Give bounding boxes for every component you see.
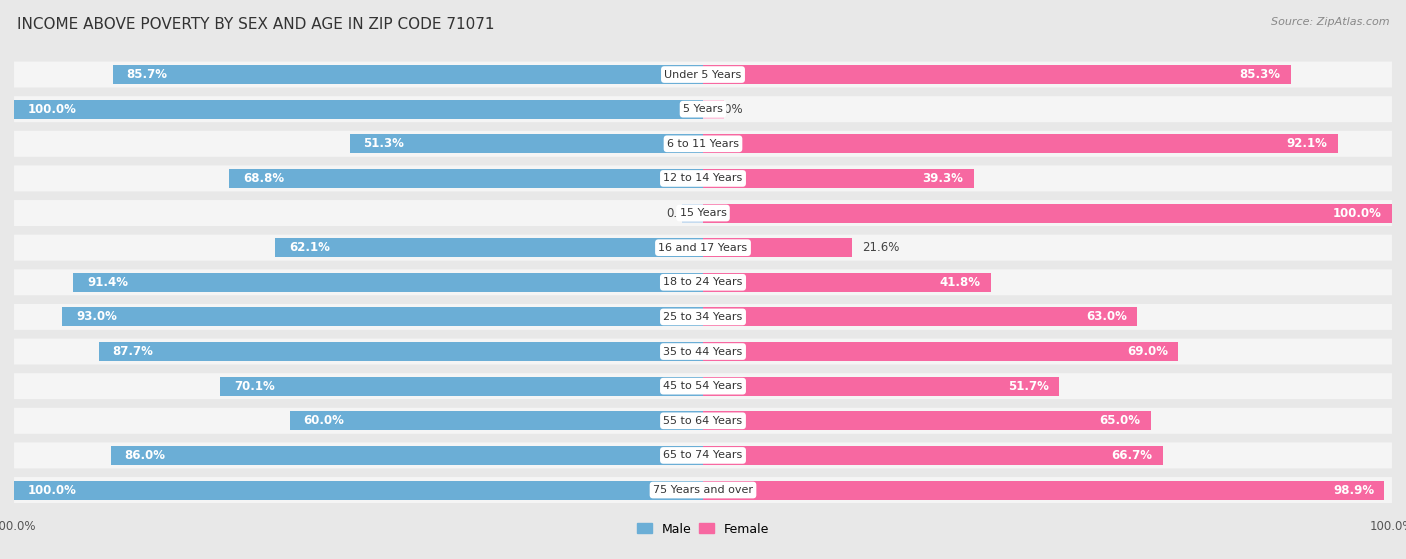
Bar — [703, 481, 1385, 500]
Text: INCOME ABOVE POVERTY BY SEX AND AGE IN ZIP CODE 71071: INCOME ABOVE POVERTY BY SEX AND AGE IN Z… — [17, 17, 495, 32]
Bar — [682, 203, 703, 222]
FancyBboxPatch shape — [14, 96, 1392, 122]
Text: 85.3%: 85.3% — [1239, 68, 1281, 81]
Bar — [703, 169, 974, 188]
Bar — [703, 377, 1059, 396]
Bar — [112, 65, 703, 84]
Text: 5 Years: 5 Years — [683, 104, 723, 114]
Text: 15 Years: 15 Years — [679, 208, 727, 218]
Bar — [98, 342, 703, 361]
FancyBboxPatch shape — [14, 165, 1392, 191]
Text: 60.0%: 60.0% — [304, 414, 344, 427]
Text: 0.0%: 0.0% — [713, 103, 742, 116]
FancyBboxPatch shape — [14, 131, 1392, 157]
Text: 75 Years and over: 75 Years and over — [652, 485, 754, 495]
Bar — [703, 342, 1178, 361]
Bar — [229, 169, 703, 188]
Text: 68.8%: 68.8% — [243, 172, 284, 185]
Text: 70.1%: 70.1% — [233, 380, 274, 392]
Text: 25 to 34 Years: 25 to 34 Years — [664, 312, 742, 322]
Text: 0.0%: 0.0% — [666, 206, 696, 220]
Text: 100.0%: 100.0% — [28, 484, 77, 496]
Text: 85.7%: 85.7% — [127, 68, 167, 81]
Text: 18 to 24 Years: 18 to 24 Years — [664, 277, 742, 287]
Bar — [703, 65, 1291, 84]
Bar — [703, 273, 991, 292]
Text: 45 to 54 Years: 45 to 54 Years — [664, 381, 742, 391]
Text: 65.0%: 65.0% — [1099, 414, 1140, 427]
Bar — [703, 134, 1337, 153]
Text: 93.0%: 93.0% — [76, 310, 117, 324]
Bar — [703, 238, 852, 257]
Text: 55 to 64 Years: 55 to 64 Years — [664, 416, 742, 426]
Text: 12 to 14 Years: 12 to 14 Years — [664, 173, 742, 183]
FancyBboxPatch shape — [14, 408, 1392, 434]
Text: 62.1%: 62.1% — [290, 241, 330, 254]
Text: 100.0%: 100.0% — [28, 103, 77, 116]
Text: 51.3%: 51.3% — [363, 138, 405, 150]
Text: 87.7%: 87.7% — [112, 345, 153, 358]
Text: 35 to 44 Years: 35 to 44 Years — [664, 347, 742, 357]
Bar — [276, 238, 703, 257]
Bar — [290, 411, 703, 430]
Text: 39.3%: 39.3% — [922, 172, 963, 185]
FancyBboxPatch shape — [14, 373, 1392, 399]
Text: 69.0%: 69.0% — [1128, 345, 1168, 358]
Text: 21.6%: 21.6% — [862, 241, 900, 254]
Bar — [703, 446, 1163, 465]
Text: 16 and 17 Years: 16 and 17 Years — [658, 243, 748, 253]
Bar — [221, 377, 703, 396]
FancyBboxPatch shape — [14, 269, 1392, 295]
Bar — [73, 273, 703, 292]
FancyBboxPatch shape — [14, 442, 1392, 468]
FancyBboxPatch shape — [14, 477, 1392, 503]
Bar — [703, 100, 724, 119]
Text: 41.8%: 41.8% — [939, 276, 980, 289]
Bar — [703, 203, 1392, 222]
FancyBboxPatch shape — [14, 304, 1392, 330]
Bar — [703, 307, 1137, 326]
Bar — [62, 307, 703, 326]
Text: 98.9%: 98.9% — [1333, 484, 1374, 496]
Text: 92.1%: 92.1% — [1286, 138, 1327, 150]
Text: 86.0%: 86.0% — [124, 449, 166, 462]
Text: Source: ZipAtlas.com: Source: ZipAtlas.com — [1271, 17, 1389, 27]
Text: 66.7%: 66.7% — [1111, 449, 1152, 462]
Bar — [14, 481, 703, 500]
Text: 63.0%: 63.0% — [1085, 310, 1126, 324]
FancyBboxPatch shape — [14, 235, 1392, 260]
Bar — [14, 100, 703, 119]
FancyBboxPatch shape — [14, 200, 1392, 226]
Bar — [703, 411, 1152, 430]
Legend: Male, Female: Male, Female — [631, 518, 775, 541]
Text: 100.0%: 100.0% — [1333, 206, 1382, 220]
Text: 6 to 11 Years: 6 to 11 Years — [666, 139, 740, 149]
Bar — [350, 134, 703, 153]
Text: 51.7%: 51.7% — [1008, 380, 1049, 392]
Text: 65 to 74 Years: 65 to 74 Years — [664, 451, 742, 461]
Bar — [111, 446, 703, 465]
Text: 91.4%: 91.4% — [87, 276, 128, 289]
FancyBboxPatch shape — [14, 339, 1392, 364]
Text: Under 5 Years: Under 5 Years — [665, 69, 741, 79]
FancyBboxPatch shape — [14, 61, 1392, 88]
